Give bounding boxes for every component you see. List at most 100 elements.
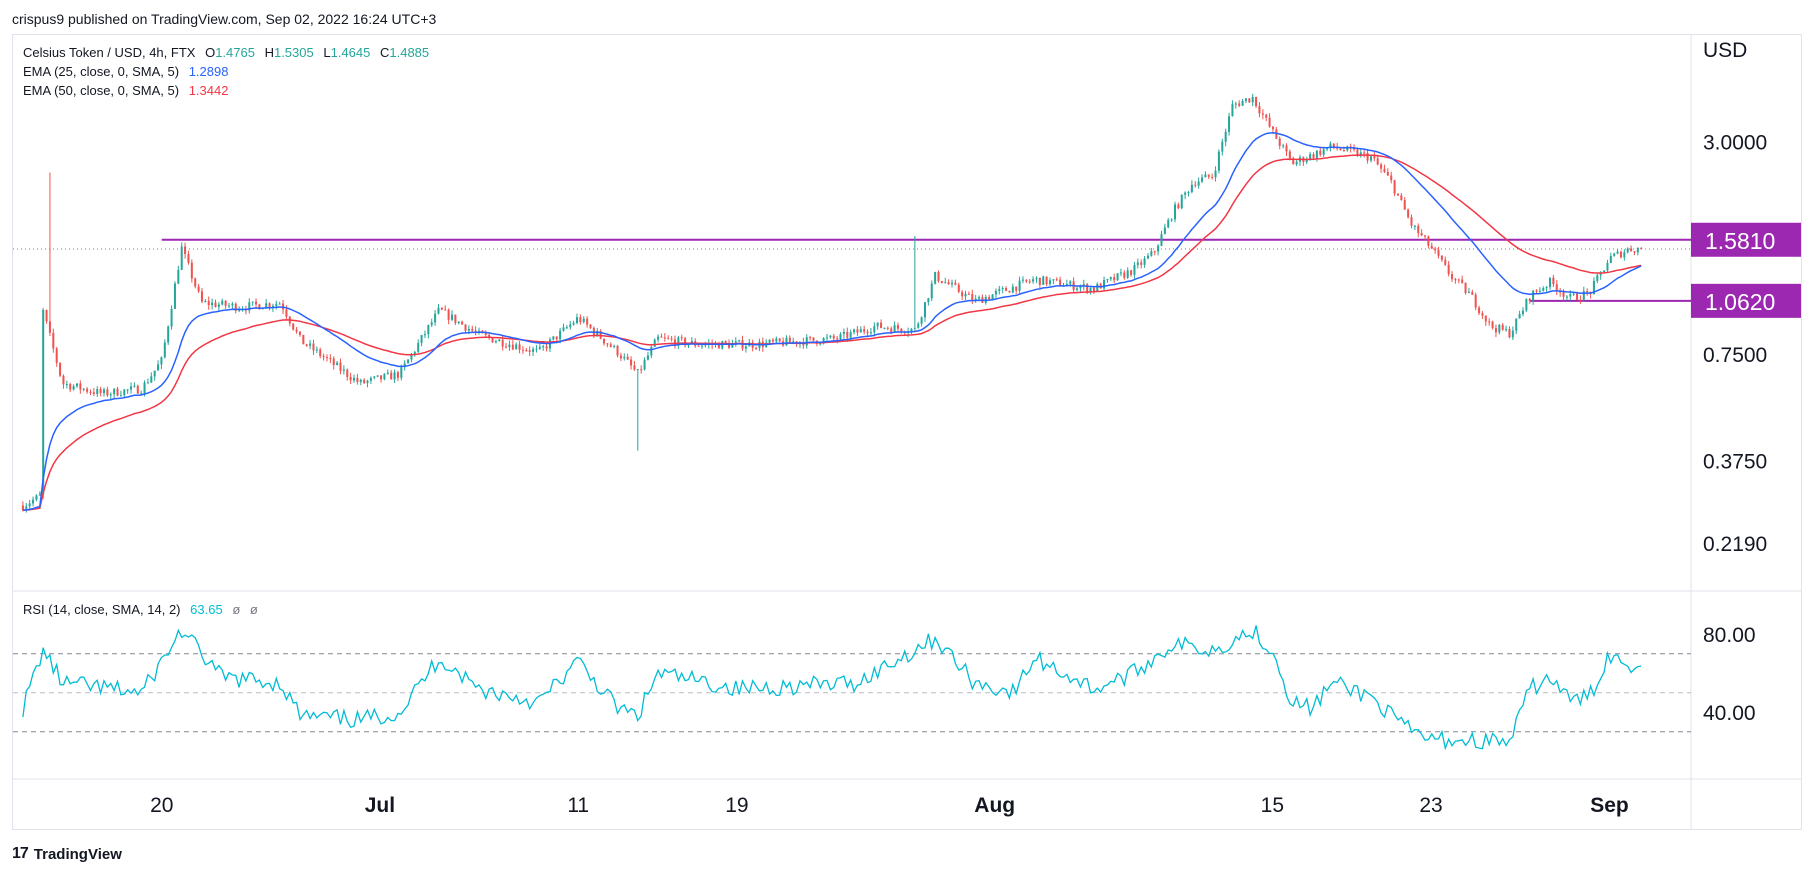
candle-body bbox=[352, 377, 356, 381]
candle-body bbox=[994, 291, 997, 295]
candle-body bbox=[947, 282, 950, 285]
candle-body bbox=[991, 294, 994, 300]
candle-body bbox=[849, 332, 852, 338]
candle-body bbox=[663, 337, 666, 339]
candle-body bbox=[116, 388, 119, 396]
candle-body bbox=[295, 329, 298, 332]
candle-body bbox=[673, 339, 676, 346]
candle-body bbox=[1153, 251, 1156, 253]
candle-body bbox=[559, 330, 562, 340]
candle-body bbox=[140, 393, 143, 395]
candle-body bbox=[1346, 146, 1349, 151]
candle-body bbox=[494, 341, 497, 343]
candle-body bbox=[153, 370, 156, 377]
candle-body bbox=[1451, 274, 1454, 280]
candle-body bbox=[1535, 290, 1538, 292]
candle-body bbox=[873, 326, 876, 333]
price-level-badge[interactable] bbox=[1691, 222, 1801, 257]
candle-body bbox=[501, 339, 504, 347]
candle-body bbox=[163, 342, 166, 358]
candle-body bbox=[619, 355, 622, 359]
candle-body bbox=[812, 337, 815, 341]
candle-body bbox=[440, 307, 443, 310]
candle-body bbox=[363, 379, 366, 384]
candle-body bbox=[1238, 103, 1241, 106]
candle-body bbox=[1038, 277, 1041, 285]
candle-body bbox=[677, 337, 680, 346]
candle-body bbox=[356, 377, 359, 383]
tradingview-logo-icon: 17 bbox=[12, 845, 29, 862]
candle-body bbox=[390, 372, 393, 380]
ema50-line bbox=[22, 154, 1642, 511]
candle-body bbox=[366, 380, 369, 384]
candle-body bbox=[1413, 225, 1416, 227]
candle-body bbox=[1133, 265, 1136, 275]
candle-body bbox=[1562, 292, 1565, 297]
chart-canvas[interactable]: USD 3.0000 0.7500 0.3750 0.2190 80.00 40.00 20 J… bbox=[13, 35, 1801, 829]
candle-body bbox=[978, 297, 981, 299]
candle-body bbox=[211, 302, 214, 306]
time-tick-label: 23 bbox=[1419, 794, 1442, 817]
candle-body bbox=[886, 327, 889, 329]
candle-body bbox=[1015, 286, 1018, 291]
candle-body bbox=[99, 389, 102, 394]
candle-body bbox=[1194, 184, 1197, 186]
candle-body bbox=[565, 327, 568, 329]
candle-body bbox=[660, 336, 663, 338]
rsi-tick-label: 80.00 bbox=[1703, 624, 1756, 647]
candle-body bbox=[1636, 247, 1639, 253]
time-tick-label: Sep bbox=[1590, 794, 1629, 817]
candle-body bbox=[927, 298, 930, 303]
candle-body bbox=[842, 331, 845, 335]
candle-body bbox=[410, 353, 413, 360]
candle-body bbox=[65, 384, 68, 386]
candle-body bbox=[643, 359, 646, 370]
candle-body bbox=[464, 324, 467, 331]
candle-body bbox=[1163, 227, 1166, 235]
candle-body bbox=[1167, 219, 1170, 228]
candle-body bbox=[1160, 234, 1163, 246]
candle-body bbox=[21, 505, 24, 511]
candle-body bbox=[285, 309, 288, 317]
candle-body bbox=[1201, 177, 1204, 182]
candle-body bbox=[1123, 272, 1126, 278]
candle-body bbox=[1315, 150, 1318, 158]
candle-body bbox=[670, 338, 673, 340]
candle-body bbox=[1532, 290, 1535, 301]
candle-body bbox=[1228, 116, 1231, 132]
candle-body bbox=[1359, 152, 1362, 156]
candle-body bbox=[109, 394, 112, 396]
candle-body bbox=[1430, 245, 1433, 249]
candle-body bbox=[1579, 299, 1582, 301]
candle-body bbox=[856, 329, 859, 333]
candle-body bbox=[150, 376, 153, 383]
candle-body bbox=[207, 300, 210, 306]
candle-body bbox=[197, 286, 200, 292]
candle-body bbox=[616, 345, 619, 356]
candle-body bbox=[278, 303, 281, 305]
candle-body bbox=[292, 323, 295, 330]
tradingview-logo[interactable]: 17 TradingView bbox=[12, 845, 122, 863]
candle-body bbox=[420, 335, 423, 343]
candle-body bbox=[822, 338, 825, 344]
price-level-badge[interactable] bbox=[1691, 283, 1801, 318]
candle-body bbox=[1478, 307, 1481, 314]
candle-body bbox=[79, 383, 82, 390]
candle-body bbox=[271, 305, 274, 308]
candle-body bbox=[488, 334, 491, 338]
candle-body bbox=[863, 329, 866, 332]
candle-body bbox=[1393, 180, 1396, 194]
candle-body bbox=[48, 321, 51, 333]
candle-body bbox=[1501, 324, 1504, 330]
legend-ema50-row: EMA (50, close, 0, SMA, 5) 1.3442 bbox=[23, 83, 234, 98]
candle-body bbox=[1353, 148, 1356, 150]
candle-body bbox=[646, 355, 649, 360]
price-tick-label: 0.2190 bbox=[1703, 533, 1767, 556]
candle-body bbox=[1542, 288, 1545, 291]
candle-body bbox=[1288, 151, 1291, 159]
candle-body bbox=[575, 317, 579, 323]
time-tick-label: 20 bbox=[150, 794, 173, 817]
candle-body bbox=[1434, 248, 1437, 251]
candle-body bbox=[194, 278, 197, 287]
candle-body bbox=[72, 386, 75, 390]
